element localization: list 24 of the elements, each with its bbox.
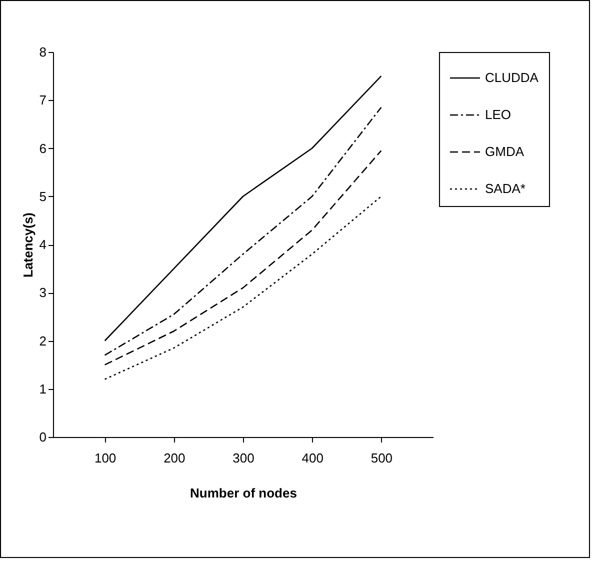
y-tick-label: 0 (39, 430, 46, 444)
line-series (104, 196, 382, 380)
legend-label: LEO (485, 107, 512, 122)
x-tick-label: 300 (232, 450, 254, 466)
y-tick-label: 6 (39, 140, 46, 156)
legend-label: CLUDDA (485, 70, 539, 85)
x-tick-label: 100 (94, 450, 116, 466)
x-tick-label: 400 (302, 450, 324, 466)
y-tick-label: 2 (39, 333, 46, 348)
legend-label: SADA* (485, 181, 526, 196)
y-axis-title: Latency(s) (20, 212, 36, 278)
y-tick-label: 1 (39, 381, 46, 396)
x-axis-title: Number of nodes (190, 486, 297, 500)
line-series (104, 150, 382, 366)
y-tick-label: 5 (39, 188, 46, 204)
y-tick-label: 8 (39, 44, 46, 60)
y-tick-label: 7 (39, 92, 46, 108)
y-tick-label: 3 (39, 285, 46, 300)
line-series (104, 75, 382, 342)
line-series (104, 106, 382, 356)
legend-label: GMDA (485, 144, 524, 159)
x-tick-label: 500 (370, 450, 393, 466)
x-tick-label: 200 (164, 450, 186, 466)
y-tick-label: 4 (39, 237, 46, 252)
